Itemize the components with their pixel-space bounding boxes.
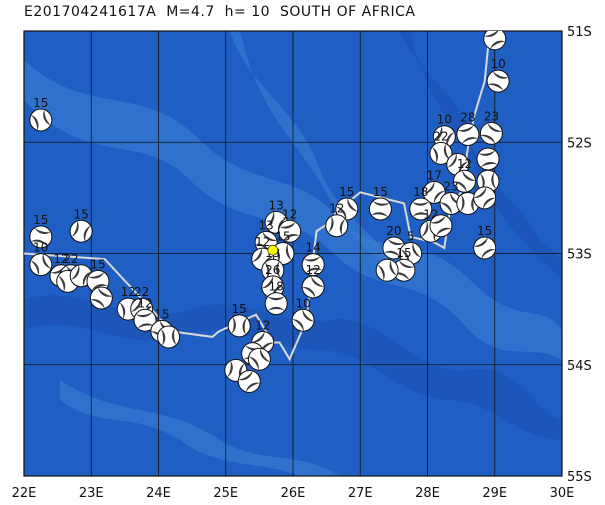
- focal-mechanism: 12: [278, 207, 302, 243]
- focal-mechanism: 12: [483, 15, 507, 51]
- lon-tick-label: 24E: [146, 486, 171, 501]
- focal-mechanism: 12: [452, 157, 476, 193]
- map-title: E201704241617A M=4.7 h= 10 SOUTH OF AFRI…: [24, 4, 416, 20]
- depth-label: 12: [329, 202, 344, 216]
- main-event-marker: [267, 244, 279, 256]
- depth-label: 28: [460, 110, 475, 124]
- lon-tick-label: 28E: [415, 486, 440, 501]
- depth-label: 15: [90, 257, 105, 271]
- lon-tick-label: 26E: [281, 486, 306, 501]
- depth-label: 15: [275, 230, 290, 244]
- depth-label: 18: [413, 185, 428, 199]
- lat-tick-label: 53S: [567, 248, 592, 263]
- focal-mechanism: [89, 286, 113, 310]
- depth-label: 18: [269, 280, 284, 294]
- depth-label: 15: [396, 246, 411, 260]
- depth-label: 20: [386, 224, 401, 238]
- focal-mechanism: 10: [291, 296, 315, 332]
- focal-mechanism: 15: [368, 185, 392, 221]
- focal-mechanism: 10: [29, 241, 53, 277]
- focal-mechanism: [429, 214, 453, 238]
- depth-label: 12: [487, 15, 502, 29]
- depth-label: 12: [255, 235, 270, 249]
- depth-label: 10: [33, 241, 48, 255]
- latitude-tick-labels: 51S 52S 53S 54S 55S: [567, 25, 592, 485]
- lon-tick-label: 25E: [213, 486, 238, 501]
- focal-mechanism: 15: [227, 302, 251, 338]
- focal-mechanism: 18: [264, 280, 288, 316]
- depth-label: 12: [255, 319, 270, 333]
- lat-tick-label: 52S: [567, 136, 592, 151]
- depth-label: 15: [232, 302, 247, 316]
- longitude-tick-labels: 22E 23E 24E 25E 26E 27E 28E 29E 30E: [12, 486, 575, 501]
- depth-label: 15: [33, 96, 48, 110]
- depth-label: 15: [154, 307, 169, 321]
- depth-label: 5: [407, 230, 415, 244]
- depth-label: 12: [53, 252, 68, 266]
- lon-tick-label: 27E: [348, 486, 373, 501]
- lon-tick-label: 23E: [79, 486, 104, 501]
- focal-mechanism: [476, 147, 500, 171]
- focal-mechanism: [473, 186, 497, 210]
- lon-tick-label: 29E: [482, 486, 507, 501]
- lat-tick-label: 55S: [567, 470, 592, 485]
- focal-mechanism: 10: [486, 57, 510, 93]
- lon-tick-label: 22E: [12, 486, 37, 501]
- depth-label: 12: [121, 285, 136, 299]
- depth-label: 22: [433, 129, 448, 143]
- depth-label: 15: [74, 207, 89, 221]
- focal-mechanism: [375, 258, 399, 282]
- focal-mechanism: 12: [301, 263, 325, 299]
- depth-label: 23: [443, 179, 458, 193]
- focal-mechanism: 15: [69, 207, 93, 243]
- depth-label: 15: [477, 224, 492, 238]
- depth-label: 15: [33, 213, 48, 227]
- lat-tick-label: 54S: [567, 359, 592, 374]
- lon-tick-label: 30E: [550, 486, 575, 501]
- depth-label: 13: [258, 218, 273, 232]
- focal-mechanism: 22: [429, 129, 453, 165]
- focal-mechanism: 18: [409, 185, 433, 221]
- focal-mechanism: [247, 347, 271, 371]
- depth-label: 14: [306, 241, 321, 255]
- focal-mechanism: 15: [29, 213, 53, 249]
- lat-tick-label: 51S: [567, 25, 592, 40]
- depth-label: 10: [490, 57, 505, 71]
- depth-label: 15: [373, 185, 388, 199]
- depth-label: 13: [269, 198, 284, 212]
- focal-mechanism: 17: [422, 168, 446, 204]
- focal-mechanism: 12: [325, 202, 349, 238]
- focal-mechanism: 15: [29, 96, 53, 132]
- depth-label: 17: [427, 168, 442, 182]
- depth-label: 26: [265, 263, 280, 277]
- depth-label: 22: [63, 252, 78, 266]
- depth-label: 12: [306, 263, 321, 277]
- focal-mechanism: [237, 369, 261, 393]
- depth-label: 23: [484, 109, 499, 123]
- focal-mechanism: 15: [473, 224, 497, 260]
- focal-mechanism: 23: [479, 109, 503, 145]
- depth-label: 12: [457, 157, 472, 171]
- focal-mechanism: 28: [456, 110, 480, 146]
- depth-label: 12: [137, 296, 152, 310]
- depth-label: 10: [295, 296, 310, 310]
- depth-label: 15: [339, 185, 354, 199]
- depth-label: 12: [282, 207, 297, 221]
- depth-label: 10: [437, 113, 452, 127]
- focal-mechanism: [157, 325, 181, 349]
- depth-label: 22: [134, 285, 149, 299]
- focal-mechanism: 15: [335, 185, 359, 221]
- focal-mechanism: 12: [133, 296, 157, 332]
- focal-mechanism: 14: [301, 241, 325, 277]
